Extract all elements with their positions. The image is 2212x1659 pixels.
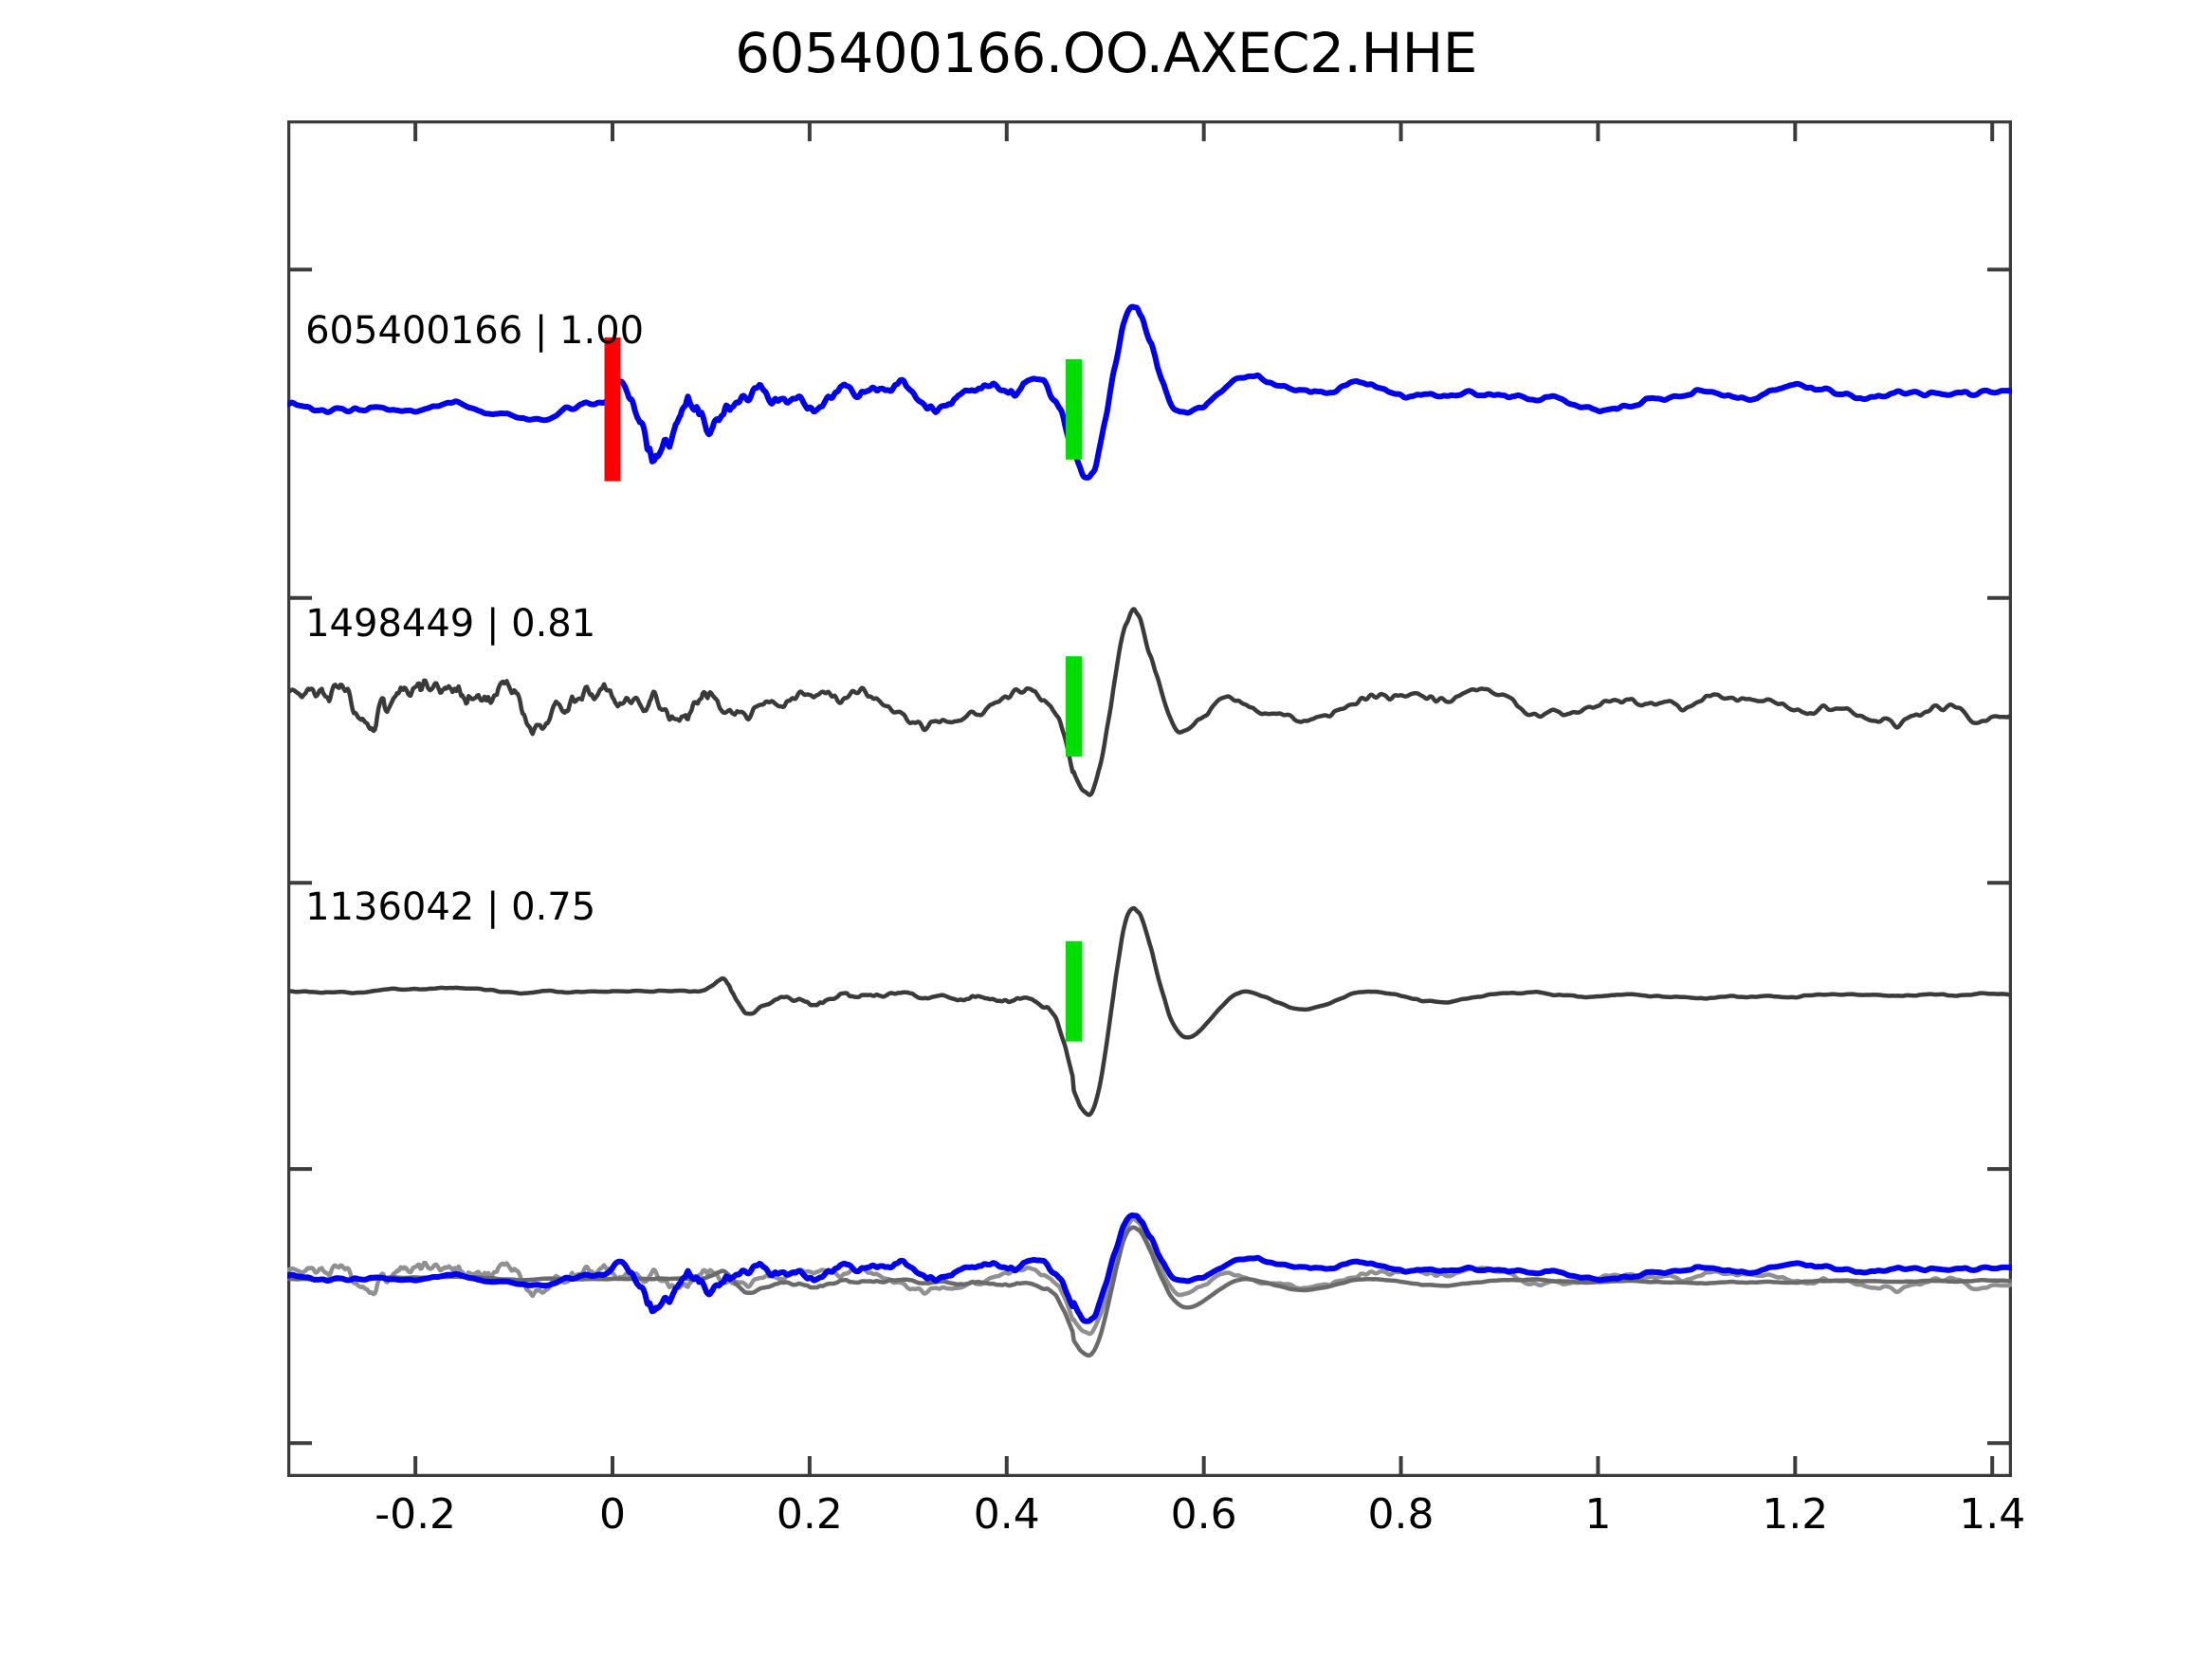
waveform-trace	[287, 905, 2012, 1118]
x-tick-marks	[413, 120, 1995, 1477]
axes-frame	[287, 120, 2012, 1477]
plot-axes: 605400166 | 1.00 1498449 | 0.81 1136042 | …	[287, 120, 2012, 1477]
overlay-trace-line	[287, 1212, 2012, 1324]
y-tick-marks	[287, 267, 2012, 1446]
overlay-traces	[287, 1212, 2012, 1358]
xtick-label-8: 1.4	[1959, 1490, 2026, 1539]
waveform-canvas	[287, 120, 2012, 1477]
xtick-label-7: 1.2	[1762, 1490, 1829, 1539]
xtick-label-6: 1	[1584, 1490, 1612, 1539]
xtick-label-4: 0.6	[1170, 1490, 1237, 1539]
page-title: 605400166.OO.AXEC2.HHE	[735, 21, 1477, 85]
trace-label-1136042: 1136042 | 0.75	[305, 885, 596, 930]
xtick-label-2: 0.2	[776, 1490, 843, 1539]
xtick-label-5: 0.8	[1367, 1490, 1435, 1539]
waveform-trace	[287, 303, 2012, 481]
xtick-label-1: 0	[599, 1490, 626, 1539]
x-axis-tick-labels: -0.2 0 0.2 0.4 0.6 0.8 1 1.2 1.4	[287, 1490, 2025, 1557]
trace-label-605400166: 605400166 | 1.00	[305, 308, 645, 353]
xtick-label-0: -0.2	[375, 1490, 457, 1539]
xtick-label-3: 0.4	[973, 1490, 1040, 1539]
trace-label-1498449: 1498449 | 0.81	[305, 602, 596, 646]
waveform-trace	[287, 607, 2012, 797]
